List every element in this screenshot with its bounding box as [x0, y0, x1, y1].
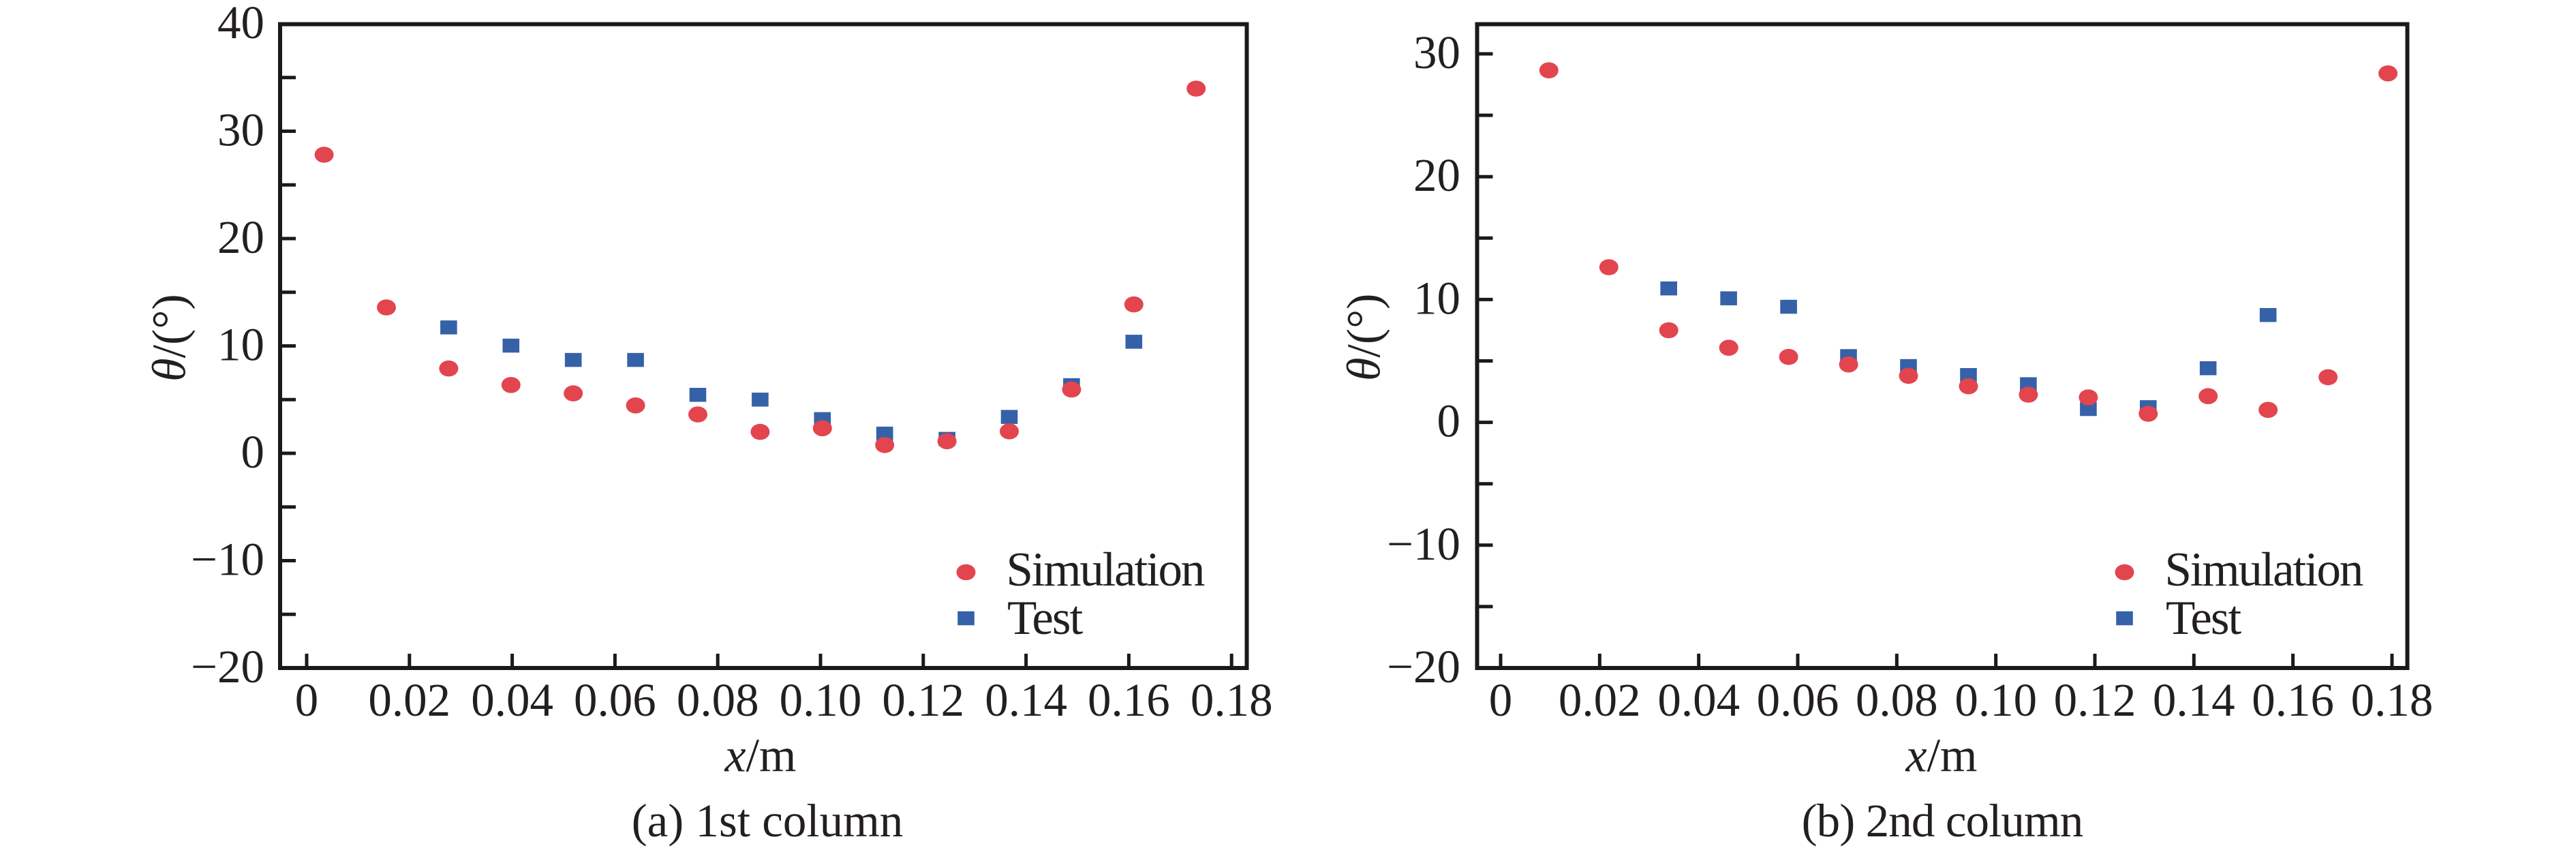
- svg-text:0.10: 0.10: [780, 674, 862, 726]
- svg-text:0: 0: [295, 674, 319, 726]
- svg-text:Test: Test: [2166, 592, 2242, 645]
- svg-text:0.06: 0.06: [1757, 674, 1839, 726]
- svg-text:(b) 2nd column: (b) 2nd column: [1802, 795, 2083, 847]
- svg-text:θ/(°): θ/(°): [1338, 294, 1391, 381]
- svg-text:Test: Test: [1007, 592, 1084, 645]
- svg-text:−20: −20: [1387, 641, 1460, 693]
- svg-text:10: 10: [1413, 272, 1460, 324]
- svg-text:x/m: x/m: [1905, 730, 1978, 783]
- svg-text:20: 20: [1413, 149, 1460, 201]
- svg-text:0.02: 0.02: [1559, 674, 1641, 726]
- svg-text:Simulation: Simulation: [2165, 543, 2363, 596]
- svg-text:−20: −20: [191, 641, 264, 693]
- svg-text:0: 0: [1437, 395, 1461, 447]
- svg-text:0.04: 0.04: [471, 674, 553, 726]
- svg-text:x/m: x/m: [724, 730, 797, 783]
- svg-text:0.10: 0.10: [1954, 674, 2037, 726]
- svg-text:0.16: 0.16: [2252, 674, 2334, 726]
- svg-text:40: 40: [217, 0, 264, 48]
- svg-text:0.18: 0.18: [1191, 674, 1273, 726]
- svg-text:20: 20: [217, 211, 264, 263]
- svg-text:0.08: 0.08: [1856, 674, 1938, 726]
- svg-text:0.14: 0.14: [2153, 674, 2235, 726]
- svg-text:θ/(°): θ/(°): [144, 294, 196, 381]
- svg-text:0.18: 0.18: [2351, 674, 2434, 726]
- svg-text:0.12: 0.12: [882, 674, 964, 726]
- svg-text:0: 0: [1489, 674, 1513, 726]
- svg-text:−10: −10: [1387, 518, 1460, 570]
- svg-text:0.04: 0.04: [1657, 674, 1740, 726]
- svg-text:0.14: 0.14: [985, 674, 1067, 726]
- svg-text:Simulation: Simulation: [1007, 543, 1205, 596]
- svg-text:0: 0: [241, 426, 265, 478]
- svg-text:0.12: 0.12: [2054, 674, 2136, 726]
- svg-text:30: 30: [217, 104, 264, 156]
- svg-text:0.16: 0.16: [1088, 674, 1170, 726]
- svg-text:30: 30: [1413, 27, 1460, 78]
- svg-text:−10: −10: [191, 534, 264, 586]
- svg-text:10: 10: [217, 319, 264, 371]
- svg-text:0.08: 0.08: [677, 674, 759, 726]
- svg-text:(a) 1st column: (a) 1st column: [632, 795, 904, 847]
- svg-text:0.06: 0.06: [574, 674, 656, 726]
- svg-text:0.02: 0.02: [368, 674, 450, 726]
